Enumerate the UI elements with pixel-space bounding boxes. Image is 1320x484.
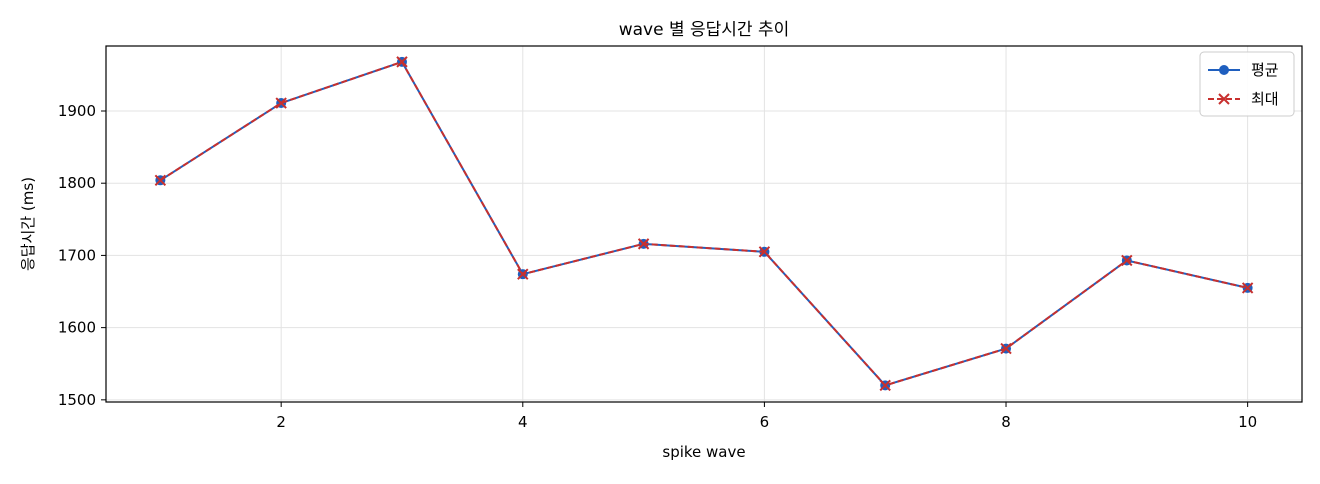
y-tick-label: 1800 [58, 174, 96, 192]
data-point-1 [517, 268, 529, 280]
legend-marker-max [1218, 93, 1230, 105]
legend-label-max: 최대 [1251, 90, 1279, 108]
x-tick-label: 2 [276, 413, 286, 431]
data-point-1 [154, 174, 167, 187]
legend-marker-avg [1219, 65, 1229, 75]
series-layer [154, 56, 1254, 392]
x-axis-label: spike wave [662, 443, 745, 461]
data-point-1 [758, 246, 771, 258]
data-point-1 [879, 379, 891, 392]
data-point-1 [1121, 254, 1133, 267]
y-tick-label: 1500 [58, 391, 96, 409]
grid-lines [106, 46, 1302, 402]
x-axis-ticks: 2 4 6 8 10 [276, 402, 1257, 431]
x-tick-label: 10 [1238, 413, 1257, 431]
y-axis-label: 응답시간 (ms) [19, 177, 37, 271]
y-tick-label: 1600 [58, 319, 96, 337]
x-tick-label: 4 [518, 413, 528, 431]
x-tick-label: 8 [1001, 413, 1011, 431]
data-point-1 [637, 238, 650, 250]
data-point-1 [1000, 342, 1012, 355]
x-tick-label: 6 [760, 413, 770, 431]
chart-title: wave 별 응답시간 추이 [619, 20, 790, 40]
data-point-1 [275, 97, 287, 109]
plot-frame [105, 45, 1303, 403]
data-point-1 [396, 56, 408, 68]
legend-label-avg: 평균 [1251, 61, 1279, 79]
legend-box [1199, 51, 1295, 117]
y-axis-ticks: 1500 1600 1700 1800 1900 [58, 102, 106, 409]
series-line-1 [159, 60, 1248, 387]
y-tick-label: 1900 [58, 102, 96, 120]
data-point-1 [1241, 282, 1254, 294]
legend: 평균 최대 [1199, 51, 1295, 117]
y-tick-label: 1700 [58, 246, 96, 264]
